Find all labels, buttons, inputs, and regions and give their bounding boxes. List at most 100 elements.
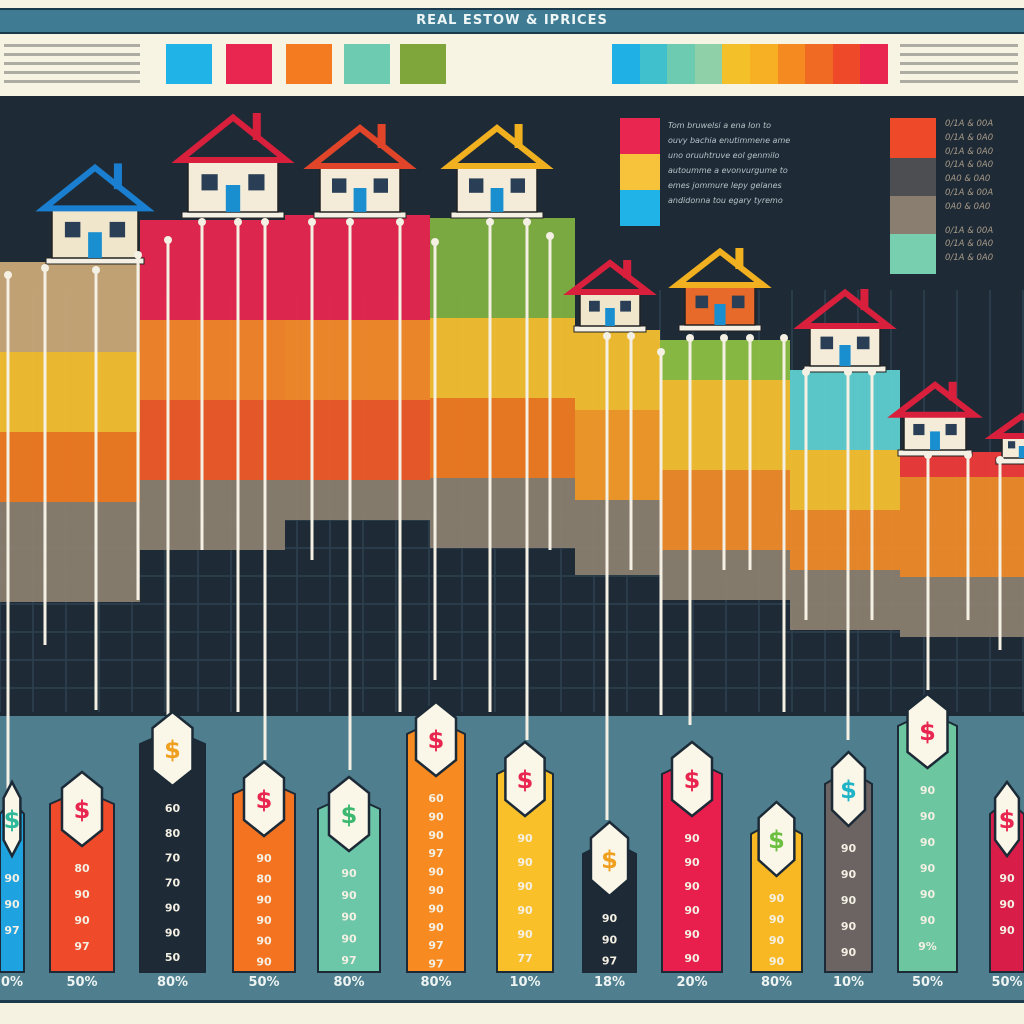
area-band [0, 262, 140, 352]
bar-value-text: 90 [4, 898, 20, 911]
header: REAL ESTOW & IPRICES [0, 0, 1024, 96]
house-door [714, 304, 726, 325]
area-band [790, 510, 900, 570]
bar-value-text: 90 [4, 872, 20, 885]
house-door [225, 185, 241, 212]
house-window [1008, 441, 1016, 449]
house-window [201, 174, 218, 191]
dollar-icon: $ [840, 776, 857, 804]
house-roof [303, 124, 417, 169]
bar-value-text: 90 [74, 888, 90, 901]
house-icon [887, 381, 983, 457]
area-band [285, 400, 430, 480]
bar-value-text: 97 [341, 954, 356, 967]
price-line-dot [746, 334, 754, 342]
price-line-dot [4, 271, 12, 279]
area-band [575, 410, 660, 500]
house-base [573, 325, 647, 333]
legend-block [620, 118, 660, 154]
bar-value-text: 90 [256, 955, 272, 968]
bar-value-text: 80 [256, 873, 272, 886]
price-line-dot [396, 218, 404, 226]
area-band [285, 480, 430, 520]
house-chimney [113, 163, 122, 190]
price-line-dot [780, 334, 788, 342]
price-tag [906, 692, 949, 770]
legend-block [890, 158, 936, 196]
bar-value-text: 97 [428, 847, 443, 860]
legend-code: 0/1A & 0A0 [945, 146, 994, 157]
price-tag [757, 800, 796, 878]
bar-value-text: 90 [256, 852, 272, 865]
house-chimney [514, 124, 523, 148]
bar-value-text: 90 [165, 901, 181, 914]
house-icon [793, 288, 897, 373]
bar-value-text: 90 [920, 862, 936, 875]
price-line-dot [844, 368, 852, 376]
price-line-dot [720, 334, 728, 342]
house-chimney [948, 381, 957, 401]
area-band [140, 320, 285, 400]
bar-value-text: 90 [999, 898, 1015, 911]
price-tag [151, 710, 194, 788]
house-icon [984, 412, 1024, 465]
area-band [430, 478, 575, 548]
bar-value-text: 90 [517, 928, 533, 941]
price-line-dot [924, 451, 932, 459]
area-band [0, 432, 140, 502]
house-icon [563, 259, 657, 333]
house-door [1018, 446, 1024, 458]
dollar-icon: $ [4, 806, 21, 834]
price-line-dot [134, 251, 142, 259]
bar-value-text: 90 [517, 880, 533, 893]
bar-value-text: 90 [428, 810, 444, 823]
house-base [897, 449, 973, 457]
bar-value-text: 90 [256, 893, 272, 906]
price-line-dot [198, 218, 206, 226]
dollar-icon: $ [256, 786, 273, 814]
bar-value-text: 77 [517, 952, 532, 965]
gradient-cell [667, 44, 695, 84]
legend-text-line: autoumme a evonvurgume to [668, 166, 788, 175]
price-tag [993, 779, 1021, 859]
price-line-dot [868, 368, 876, 376]
legend-block [890, 118, 936, 158]
bar-value-text: 90 [74, 914, 90, 927]
price-line-dot [92, 266, 100, 274]
gradient-cell [805, 44, 833, 84]
bar-value-text: 90 [684, 952, 700, 965]
bar-percent-label: 50% [911, 975, 944, 990]
area-band [790, 450, 900, 510]
bar-value-text: 90 [256, 914, 272, 927]
bar-percent-label: 50% [66, 975, 98, 990]
legend-code: 0/1A & 00A [945, 119, 994, 129]
legend-text-line: emes jommure lepy gelanes [668, 181, 782, 190]
bar-value-text: 90 [684, 928, 700, 941]
gradient-cell [749, 44, 778, 84]
bar-value-text: 90 [841, 920, 857, 933]
legend-swatch [166, 44, 212, 84]
gradient-cell [777, 44, 806, 84]
bar-value-text: 90 [769, 892, 785, 905]
house-window [820, 336, 834, 350]
bar-value-text: 97 [428, 958, 443, 971]
price-line-dot [41, 264, 49, 272]
bar-value-text: 9% [918, 940, 937, 953]
area-band [575, 500, 660, 575]
bar-value-text: 80 [74, 862, 90, 875]
house-base [45, 257, 145, 265]
dollar-icon: $ [341, 801, 358, 829]
price-tag [414, 700, 458, 778]
bar-value-text: 90 [684, 904, 700, 917]
house-roof [563, 259, 657, 295]
house-window [913, 423, 925, 436]
legend-code: 0/1A & 00A [945, 187, 994, 198]
house-base [678, 324, 762, 332]
legend-text-line: Tom bruwelsi a ena Ion to [668, 121, 771, 130]
dollar-icon: $ [919, 718, 936, 746]
bar-value-text: 90 [920, 784, 936, 797]
bar-percent-label: 10% [509, 975, 541, 990]
header-text-right [900, 44, 1018, 89]
dollar-icon: $ [768, 826, 785, 854]
